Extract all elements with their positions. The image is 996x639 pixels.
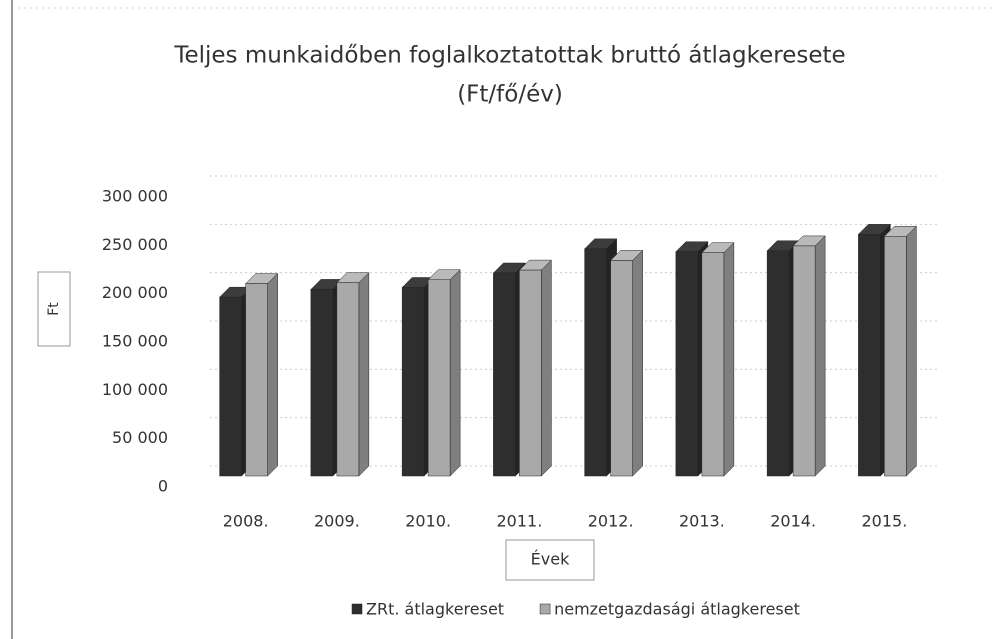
bar (701, 252, 725, 477)
x-tick-label: 2010. (405, 512, 451, 531)
x-tick-label: 2011. (496, 512, 542, 531)
y-tick-label: 300 000 (102, 187, 168, 206)
bar (884, 236, 907, 477)
y-tick-label: 200 000 (102, 283, 168, 302)
bar (610, 260, 633, 477)
legend-label: nemzetgazdasági átlagkereset (554, 600, 800, 619)
chart-subtitle: (Ft/fő/év) (457, 82, 563, 108)
bar-side (906, 225, 917, 477)
x-tick-label: 2014. (770, 512, 816, 531)
bar (493, 272, 516, 477)
bar (336, 282, 360, 477)
bar (401, 287, 425, 477)
legend-label: ZRt. átlagkereset (366, 600, 504, 619)
x-tick-label: 2008. (223, 512, 269, 531)
x-tick-label: 2012. (588, 512, 634, 531)
legend-swatch (539, 603, 551, 615)
y-tick-label: 100 000 (102, 380, 168, 399)
bar (858, 234, 881, 477)
legend-swatch (351, 603, 363, 615)
x-tick-label: 2015. (861, 512, 907, 531)
x-label-box (505, 539, 595, 581)
bar (675, 251, 699, 477)
x-axis-label: Évek (531, 550, 570, 569)
bar-side (541, 259, 552, 477)
x-tick-label: 2009. (314, 512, 360, 531)
y-tick-label: 50 000 (112, 428, 168, 447)
bar-side (723, 242, 735, 477)
bar (427, 279, 451, 477)
x-tick-label: 2013. (679, 512, 725, 531)
bar-side (449, 269, 461, 477)
y-axis-label: Ft (46, 302, 62, 316)
bar (792, 245, 816, 477)
y-label-box (37, 271, 71, 347)
bar (584, 248, 607, 477)
bar (245, 283, 268, 477)
bar-side (267, 273, 278, 477)
bar (310, 289, 334, 477)
y-tick-label: 150 000 (102, 332, 168, 351)
bar (219, 296, 242, 477)
y-tick-label: 0 (158, 477, 168, 496)
bar-side (632, 249, 643, 477)
bar-side (358, 272, 370, 477)
chart-title: Teljes munkaidőben foglalkoztatottak bru… (173, 43, 845, 69)
y-tick-label: 250 000 (102, 235, 168, 254)
bar-side (814, 235, 826, 477)
bar (519, 269, 542, 477)
bar (766, 250, 790, 477)
